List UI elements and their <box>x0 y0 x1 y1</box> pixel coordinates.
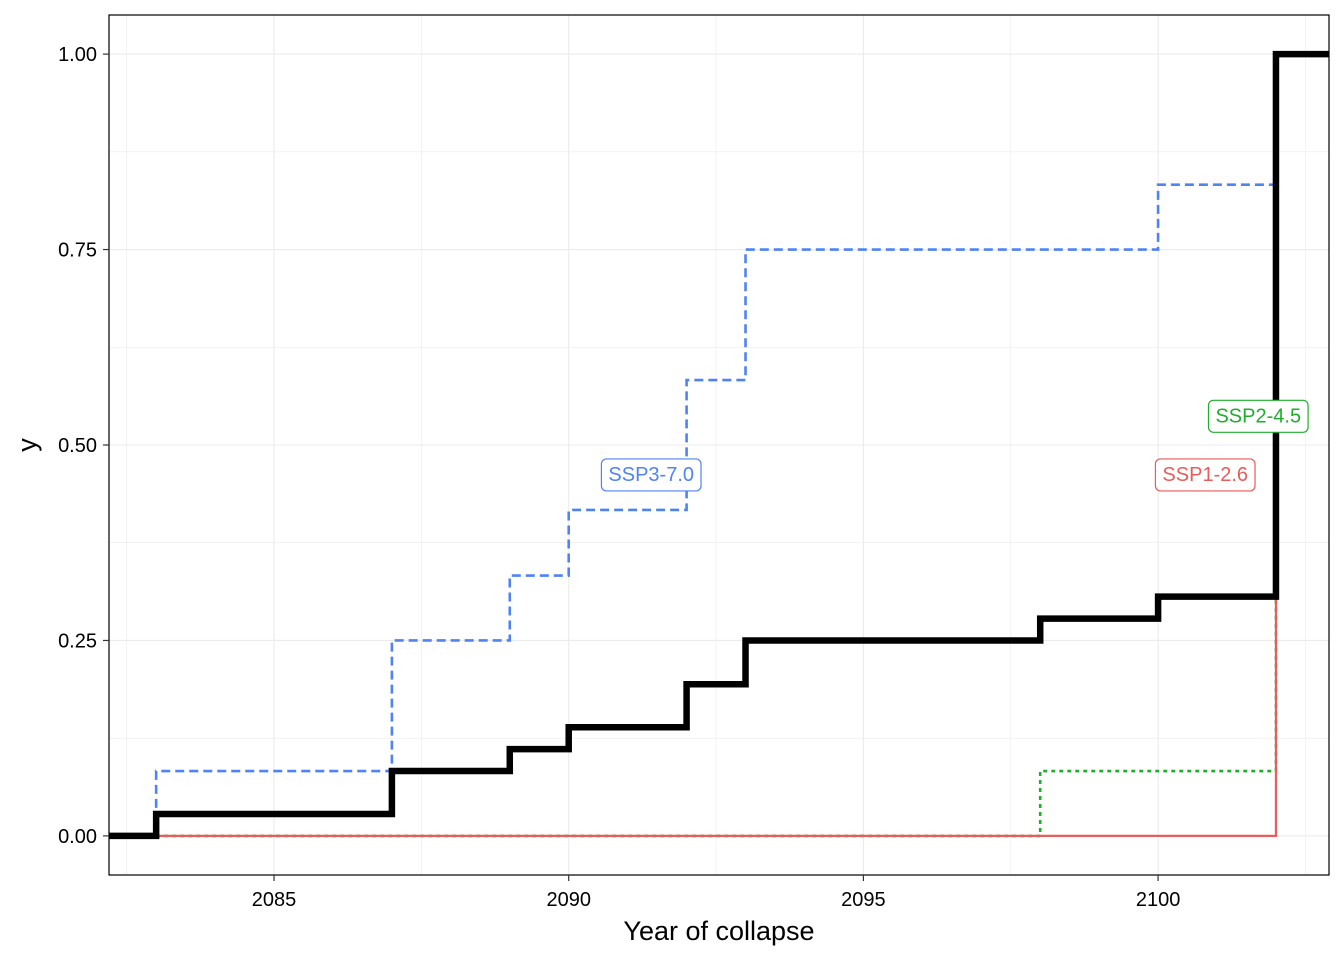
annotation-label: SSP3-7.0 <box>600 458 702 492</box>
annotation-layer: SSP3-7.0 SSP2-4.5 SSP1-2.6 <box>600 399 1309 492</box>
series-layer <box>109 50 1329 840</box>
x-axis: 2085 2090 2095 2100 <box>252 875 1181 911</box>
series-overall-line <box>109 50 1329 840</box>
annotation-box <box>600 458 702 492</box>
annotation-box <box>1154 458 1256 492</box>
annotation-text: SSP1-2.6 <box>1162 464 1248 486</box>
annotation-text: SSP2-4.5 <box>1215 405 1301 427</box>
y-axis: 0.00 0.25 0.50 0.75 1.00 <box>58 44 109 848</box>
x-tick-label: 2100 <box>1136 889 1181 911</box>
series-ssp1-2-6-line <box>156 596 1278 838</box>
y-tick-label: 0.50 <box>58 435 97 457</box>
x-axis-title: Year of collapse <box>623 916 814 946</box>
x-tick-label: 2090 <box>546 889 591 911</box>
series-ssp3-7-0-line <box>154 183 1276 836</box>
y-tick-label: 1.00 <box>58 44 97 66</box>
annotation-label: SSP1-2.6 <box>1154 458 1256 492</box>
annotation-label: SSP2-4.5 <box>1207 399 1309 433</box>
x-tick-label: 2085 <box>252 889 297 911</box>
y-tick-label: 0.25 <box>58 630 97 652</box>
y-tick-label: 0.00 <box>58 826 97 848</box>
annotation-box <box>1207 399 1309 433</box>
y-tick-label: 0.75 <box>58 240 97 262</box>
major-gridlines <box>109 15 1329 875</box>
annotation-text: SSP3-7.0 <box>608 464 694 486</box>
x-tick-label: 2095 <box>841 889 886 911</box>
y-axis-title: y <box>12 438 42 452</box>
